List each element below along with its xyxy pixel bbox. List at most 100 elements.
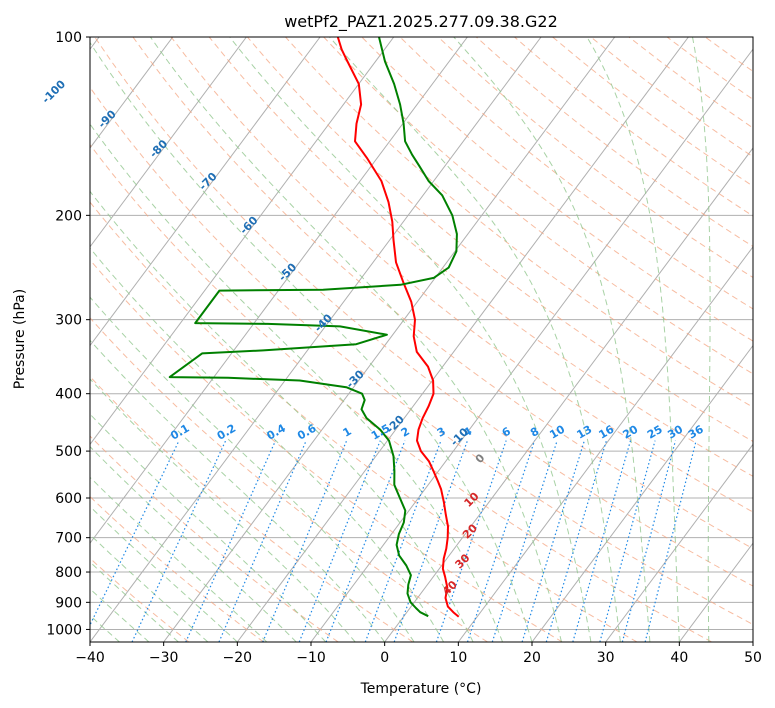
moist-adiabat	[90, 123, 503, 642]
dry-adiabat	[94, 37, 753, 587]
dry-adiabat	[437, 37, 753, 279]
mixing-ratio-line	[466, 440, 536, 642]
isotherm-line	[752, 641, 753, 642]
mixing-ratio-label: 25	[645, 423, 665, 442]
isotherm-line	[605, 443, 753, 642]
dry-adiabat-label: -100	[39, 77, 68, 106]
moist-adiabat-label: 10	[462, 490, 482, 510]
isotherm-line	[90, 37, 468, 545]
dry-adiabat	[132, 37, 753, 550]
dry-adiabat-label: -50	[276, 260, 299, 283]
mixing-ratio-line	[491, 440, 558, 642]
dewpoint-profile	[168, 37, 458, 618]
dry-adiabat	[399, 37, 753, 310]
moist-adiabat	[453, 37, 651, 642]
y-tick-label: 100	[55, 30, 82, 46]
isotherm-line	[90, 37, 395, 446]
y-tick-label: 800	[55, 565, 82, 581]
moist-adiabat	[90, 296, 415, 642]
isotherm-line	[384, 147, 753, 642]
y-tick-label: 1000	[46, 622, 82, 638]
chart-title: wetPf2_PAZ1.2025.277.09.38.G22	[284, 12, 558, 32]
mixing-ratio-line	[644, 440, 697, 642]
moist-adiabat	[90, 41, 533, 642]
x-tick-label: 10	[449, 650, 467, 666]
isotherm-line	[310, 48, 753, 642]
moist-adiabat	[329, 37, 621, 642]
dry-adiabat-label: -40	[312, 311, 335, 334]
x-tick-label: −20	[223, 650, 253, 666]
moist-adiabat	[90, 588, 150, 642]
x-tick-label: −40	[75, 650, 105, 666]
mixing-ratio-label: 6	[500, 424, 513, 439]
mixing-ratio-label: 1	[341, 425, 354, 440]
mixing-ratio-label: 10	[547, 423, 567, 442]
moist-adiabat	[90, 505, 238, 642]
x-axis: −40 −30 −20 −10 0 10 20 30 40 50	[75, 642, 762, 666]
moist-adiabat	[229, 37, 592, 642]
isotherm-line	[678, 542, 753, 642]
dry-adiabat	[170, 37, 753, 513]
y-tick-label: 700	[55, 531, 82, 547]
mixing-ratio-label: 20	[621, 423, 641, 442]
dry-adiabat	[285, 37, 753, 408]
mixing-ratio-label: 3	[435, 425, 448, 440]
y-tick-label: 200	[55, 208, 82, 224]
mixing-ratio-lines	[90, 440, 697, 642]
moist-adiabat	[149, 37, 562, 642]
y-tick-label: 900	[55, 595, 82, 611]
y-tick-label: 500	[55, 444, 82, 460]
mixing-ratio-label: 13	[575, 423, 595, 442]
isotherm-line	[90, 37, 174, 149]
dry-adiabat-label: -90	[96, 107, 119, 130]
moist-adiabats	[90, 37, 711, 642]
moist-adiabat	[90, 190, 474, 642]
moist-adiabat	[90, 413, 327, 642]
mixing-ratio-line	[621, 440, 677, 642]
dry-adiabat	[704, 37, 753, 72]
mixing-ratio-line	[131, 440, 227, 642]
y-tick-label: 400	[55, 387, 82, 403]
isotherm-line	[90, 37, 321, 347]
dry-adiabat	[90, 259, 563, 642]
dry-adiabat	[552, 37, 753, 187]
mixing-ratio-line	[545, 440, 607, 642]
mixing-ratio-line	[521, 440, 585, 642]
dry-adiabat-label: -70	[196, 170, 219, 193]
moist-adiabat	[90, 561, 179, 642]
mixing-ratio-line	[218, 440, 307, 642]
dry-adiabat-label: -60	[237, 214, 260, 237]
isotherm-line	[531, 344, 753, 642]
grid-layer	[90, 37, 753, 642]
dry-adiabat	[323, 37, 753, 375]
mixing-ratio-label: 0.4	[265, 421, 289, 442]
dry-adiabat	[90, 86, 753, 626]
mixing-ratio-label: 0.2	[215, 422, 238, 443]
mixing-ratio-line	[572, 440, 632, 642]
y-axis-title: Pressure (hPa)	[12, 289, 28, 389]
mixing-ratio-label: 16	[596, 423, 616, 442]
profile-series	[168, 37, 460, 618]
y-tick-label: 600	[55, 491, 82, 507]
isotherm-line	[457, 245, 753, 642]
x-axis-title: Temperature (°C)	[360, 681, 482, 697]
moist-adiabat	[90, 533, 209, 642]
isotherm-line	[236, 37, 689, 642]
mixing-ratio-line	[393, 440, 469, 642]
mixing-ratio-line	[185, 440, 277, 642]
moist-adiabat	[586, 37, 680, 642]
moist-adiabat	[90, 378, 356, 642]
dry-adiabat	[514, 37, 753, 217]
moist-adiabat	[90, 476, 268, 642]
dry-adiabat-label: -80	[147, 137, 170, 160]
dry-adiabat	[90, 201, 638, 642]
moist-adiabat	[90, 445, 297, 642]
dry-adiabat	[90, 435, 339, 642]
moist-adiabat	[692, 37, 711, 642]
x-tick-label: 40	[670, 650, 688, 666]
x-tick-label: 20	[523, 650, 541, 666]
isotherm-line	[90, 37, 542, 642]
moist-adiabat-label: 0	[473, 451, 488, 466]
x-tick-label: 50	[744, 650, 762, 666]
